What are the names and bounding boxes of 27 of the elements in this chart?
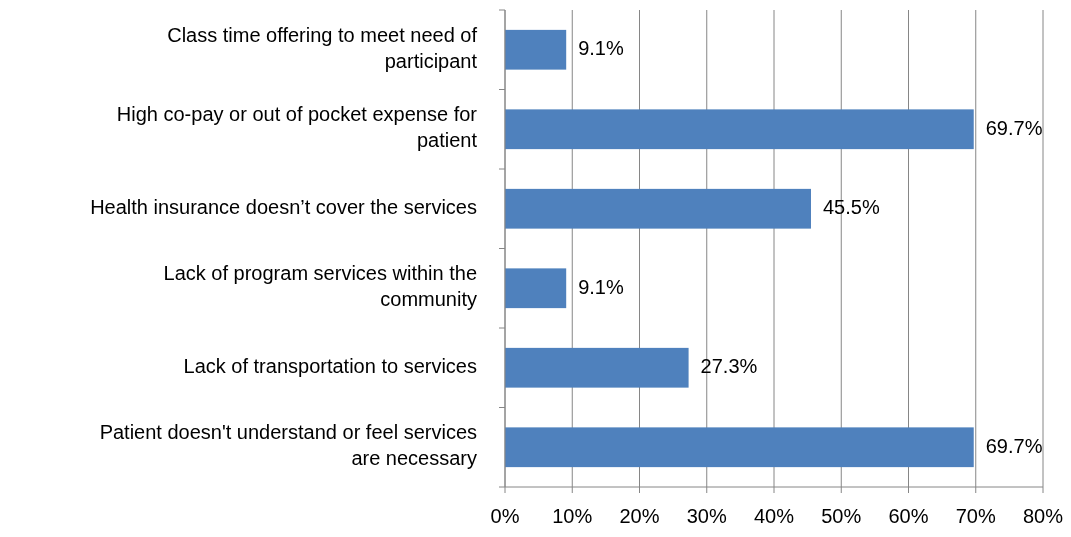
y-tick-label: Lack of program services within the community [163,262,477,311]
y-tick-label: High co-pay or out of pocket expense for patient [116,103,478,152]
data-label: 9.1% [578,275,624,298]
data-label: 27.3% [700,355,758,378]
x-tick-label: 80% [1022,505,1064,527]
bar [505,29,567,70]
bar [505,427,974,468]
x-tick-label: 20% [619,505,660,527]
bar [505,188,811,229]
data-label: 9.1% [578,37,624,60]
y-tick-label: Health insurance doesn’t cover the services [90,196,477,219]
y-tick-label: Patient doesn't understand or feel services are necessary [99,421,477,470]
x-tick-label: 60% [888,505,929,527]
x-tick-label: 50% [821,505,862,527]
data-label: 69.7% [985,116,1043,139]
bar [505,268,567,309]
bar [505,109,974,150]
x-tick-label: 10% [552,505,593,527]
x-tick-label: 0% [490,505,520,527]
x-tick-label: 40% [753,505,795,527]
data-label: 45.5% [822,196,880,219]
y-tick-label: Class time offering to meet need of participant [167,24,478,73]
x-tick-label: 30% [686,505,727,527]
y-tick-label: Lack of transportation to services [183,355,477,378]
bar [505,347,689,388]
x-tick-label: 70% [955,505,996,527]
data-label: 69.7% [985,434,1043,457]
